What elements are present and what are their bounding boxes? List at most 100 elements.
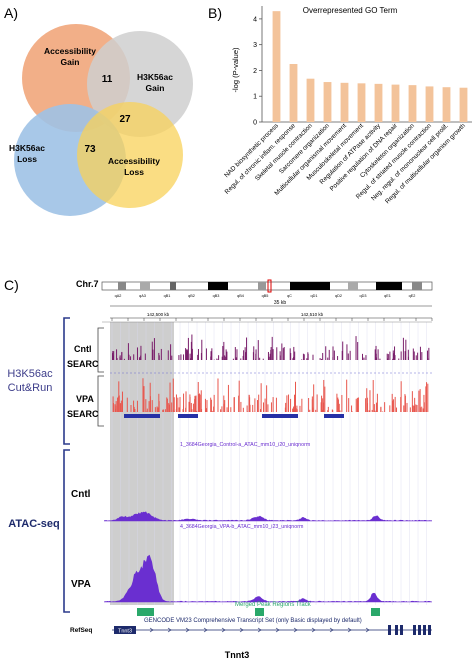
vpa-signal-bar	[308, 398, 310, 412]
cntl-signal-bar	[355, 336, 357, 360]
strand-arrow	[293, 627, 298, 633]
y-tick-label: 2	[253, 68, 257, 75]
vpa-signal-bar	[118, 396, 120, 412]
vpa-signal-bar	[166, 398, 168, 412]
cntl-signal-bar	[191, 348, 193, 360]
cntl-signal-bar	[186, 350, 188, 360]
vpa-signal-bar	[295, 381, 297, 412]
atac-group-label: ATAC-seq	[8, 518, 60, 530]
vpa-signal-bar	[149, 382, 151, 412]
cntl-signal-bar	[224, 355, 226, 360]
cntl-signal-bar	[127, 343, 129, 360]
searc-region	[178, 414, 198, 418]
cntl-signal-bar	[276, 347, 278, 360]
coordinate-right: 142,510 kb	[301, 312, 324, 317]
bar	[340, 82, 349, 122]
merged-peak-2	[255, 608, 264, 616]
vpa-signal-bar	[348, 398, 350, 412]
strand-arrow	[203, 627, 208, 633]
vpa-signal-bar	[365, 398, 367, 412]
vpa-signal-bar	[194, 409, 196, 412]
vpa-signal-bar	[221, 406, 223, 412]
ideogram-band-label: qB1	[164, 294, 171, 298]
cntl-signal-bar	[392, 358, 394, 360]
vpa-signal-bar	[371, 409, 373, 412]
vpa-signal-bar	[415, 404, 417, 412]
vpa-signal-bar	[130, 405, 132, 412]
cntl-signal-bar	[426, 350, 428, 360]
highlight-region	[110, 322, 174, 605]
cntl-signal-bar	[289, 348, 291, 360]
cntl-signal-bar	[182, 354, 184, 360]
cntl-signal-bar	[197, 349, 199, 360]
cntl-signal-bar	[417, 352, 419, 360]
h3k56ac-group-label-2: Cut&Run	[8, 382, 53, 394]
cntl-signal-bar	[257, 340, 259, 360]
cntl-signal-bar	[113, 351, 115, 360]
atac-bracket	[63, 449, 70, 613]
vpa-signal-bar	[327, 406, 329, 412]
cntl-signal-bar	[140, 345, 142, 360]
cntl-signal-bar	[269, 353, 271, 360]
vpa-signal-bar	[292, 408, 294, 412]
cntl-signal-bar	[236, 349, 238, 360]
venn-label-h3k-gain-1: H3K56ac	[137, 72, 173, 82]
cntl-signal-bar	[283, 347, 285, 360]
vpa-signal-bar	[173, 410, 175, 412]
cntl-signal-bar	[398, 358, 400, 360]
y-ticks: 0 1 2 3 4	[253, 16, 262, 127]
strand-arrow	[167, 627, 172, 633]
cntl-signal-bar	[130, 356, 132, 360]
cntl-signal-bar	[245, 356, 247, 360]
cntl-signal-bar	[112, 355, 114, 360]
cntl-signal-bar	[387, 354, 389, 360]
h3k56ac-bracket	[63, 317, 70, 445]
vpa-signal-bar	[172, 409, 174, 412]
vpa-signal-bar	[226, 407, 228, 412]
venn-label-loss-1: Accessibility	[108, 156, 160, 166]
cntl-signal-bar	[185, 348, 187, 360]
vpa-signal-bar	[264, 398, 266, 412]
vpa-signal-bar	[199, 394, 201, 412]
cntl-signal-bar	[357, 342, 359, 360]
cntl-signal-bar	[201, 339, 203, 360]
vpa-signal-bar	[322, 398, 324, 412]
cntl-signal-bar	[427, 358, 429, 360]
vpa-signal-bar	[336, 393, 338, 412]
cntl-signal-bar	[218, 355, 220, 360]
ideogram-band-label: qE2	[409, 294, 416, 298]
vpa-signal-bar	[374, 410, 376, 412]
bar	[425, 86, 434, 122]
vpa-signal-bar	[375, 402, 377, 412]
vpa-signal-bar	[185, 391, 187, 412]
vpa-signal-bar	[426, 382, 428, 412]
ideogram-band-label: qA3	[139, 294, 146, 298]
cntl-signal-bar	[328, 349, 330, 360]
ideogram-band	[118, 282, 126, 290]
vpa-signal-bar	[346, 379, 348, 412]
ideogram-band-label: qE1	[384, 294, 391, 298]
ideogram-band	[290, 282, 330, 290]
gene-name-label: Tnnt3	[225, 650, 250, 660]
cntl-signal-bar	[160, 348, 162, 360]
cutrun-vpa-label: VPA	[76, 394, 94, 404]
gene-exons	[149, 625, 431, 635]
vpa-signal-bar	[201, 409, 203, 412]
vpa-signal-bar	[389, 405, 391, 412]
vpa-signal-bar	[126, 397, 128, 412]
vpa-signal-bar	[290, 398, 292, 412]
vpa-signal-bar	[331, 409, 333, 412]
cntl-signal-bar	[210, 351, 212, 360]
vpa-signal-bar	[267, 404, 269, 412]
bar	[391, 84, 400, 122]
cntl-signal-bar	[136, 347, 138, 360]
cntl-signal-bar	[187, 349, 189, 360]
cntl-signal-bar	[303, 354, 305, 360]
vpa-signal-bar	[183, 393, 185, 412]
cntl-signal-bar	[292, 358, 294, 360]
cntl-signal-bar	[180, 354, 182, 360]
vpa-signal-bar	[217, 378, 219, 412]
cntl-signal-bar	[282, 348, 284, 360]
cntl-signal-bar	[268, 356, 270, 360]
